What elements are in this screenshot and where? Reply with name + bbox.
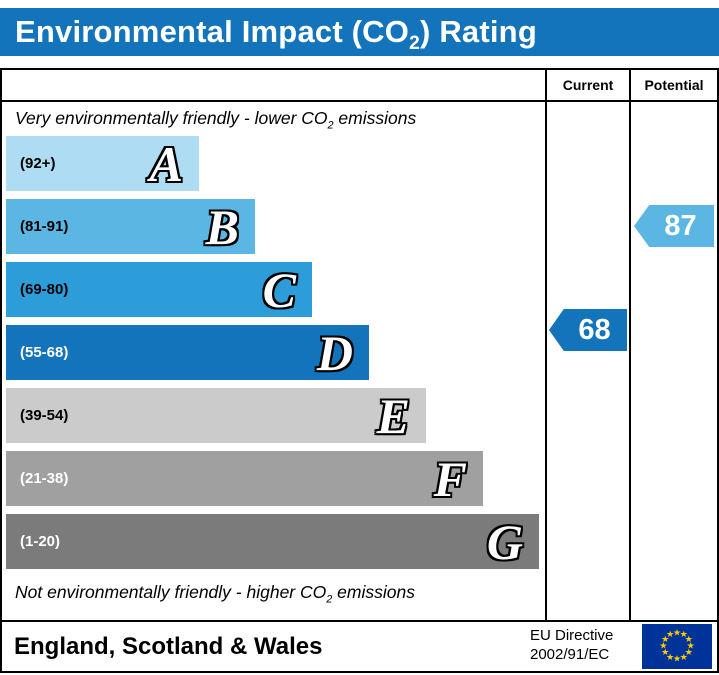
band-a-letter: A: [149, 135, 183, 192]
svg-text:★: ★: [680, 653, 688, 663]
page-title: Environmental Impact (CO2) Rating: [15, 14, 537, 53]
bottom-caption-prefix: Not environmentally friendly - higher CO: [15, 582, 327, 602]
band-a: (92+) A: [6, 136, 199, 191]
band-g-letter: G: [486, 513, 523, 570]
region-label: England, Scotland & Wales: [14, 632, 323, 660]
svg-text:★: ★: [673, 655, 681, 665]
top-caption-suffix: emissions: [333, 108, 417, 128]
eu-directive-line1: EU Directive: [530, 627, 614, 644]
svg-text:★: ★: [673, 628, 681, 638]
band-d-letter: D: [316, 324, 353, 381]
svg-text:★: ★: [680, 630, 688, 640]
band-d-range: (55-68): [20, 344, 69, 361]
band-b-letter: B: [205, 198, 239, 255]
svg-text:★: ★: [685, 648, 693, 658]
eu-directive-line2: 2002/91/EC: [530, 645, 610, 663]
bottom-caption-suffix: emissions: [332, 582, 415, 602]
page-title-prefix: Environmental Impact (CO: [15, 14, 410, 49]
band-g-range: (1-20): [20, 533, 61, 550]
current-rating-pointer: 68: [549, 309, 627, 351]
footer-divider: [2, 620, 717, 622]
band-e: (39-54) E: [6, 388, 426, 443]
svg-text:★: ★: [666, 653, 674, 663]
band-c-letter: C: [262, 261, 296, 318]
band-c: (69-80) C: [6, 262, 312, 317]
band-e-range: (39-54): [20, 407, 69, 424]
potential-rating-pointer: 87: [634, 205, 714, 247]
svg-text:★: ★: [685, 635, 693, 645]
band-f-letter: F: [433, 450, 467, 507]
chart-frame: Current Potential Very environmentally f…: [0, 68, 719, 673]
page-title-subscript: 2: [409, 33, 420, 55]
band-b: (81-91) B: [6, 199, 255, 254]
svg-text:★: ★: [666, 630, 674, 640]
potential-rating-value: 87: [664, 209, 697, 242]
svg-text:★: ★: [659, 642, 667, 652]
footer: England, Scotland & Wales EU Directive 2…: [2, 622, 717, 671]
top-caption-prefix: Very environmentally friendly - lower CO: [15, 108, 328, 128]
potential-column-header: Potential: [644, 77, 704, 93]
bottom-caption-subscript: 2: [326, 593, 333, 606]
svg-text:★: ★: [686, 642, 694, 652]
title-banner: Environmental Impact (CO2) Rating: [0, 8, 719, 56]
eu-directive-label: EU Directive 2002/91/EC: [530, 627, 613, 665]
band-d: (55-68) D: [6, 325, 369, 380]
page-title-suffix: ) Rating: [419, 14, 537, 49]
top-caption: Very environmentally friendly - lower CO…: [15, 108, 417, 132]
header-row-divider: [2, 100, 717, 102]
band-c-range: (69-80): [20, 281, 69, 298]
potential-column-divider: [629, 70, 631, 620]
band-a-range: (92+): [20, 155, 56, 172]
current-column-header: Current: [562, 77, 614, 93]
band-f-range: (21-38): [20, 470, 69, 487]
bottom-caption: Not environmentally friendly - higher CO…: [15, 582, 415, 606]
band-b-range: (81-91): [20, 218, 69, 235]
eu-flag-icon: ★ ★ ★ ★ ★ ★ ★ ★ ★ ★ ★ ★: [642, 624, 712, 669]
svg-text:★: ★: [661, 648, 669, 658]
band-g: (1-20) G: [6, 514, 539, 569]
band-e-letter: E: [376, 387, 410, 444]
top-caption-subscript: 2: [327, 119, 334, 132]
current-column-divider: [545, 70, 547, 620]
current-rating-value: 68: [578, 313, 611, 346]
band-f: (21-38) F: [6, 451, 483, 506]
svg-text:★: ★: [661, 635, 669, 645]
